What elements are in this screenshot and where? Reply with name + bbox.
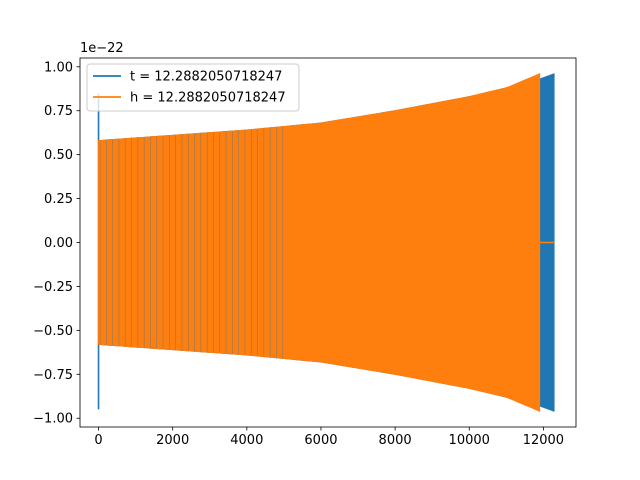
x-tick-label: 10000 <box>449 433 490 448</box>
legend-label-0: t = 12.2882050718247 <box>130 70 282 85</box>
x-tick-label: 2000 <box>156 433 189 448</box>
y-tick-label: −0.50 <box>33 324 73 339</box>
legend-box <box>86 63 300 112</box>
x-tick-label: 4000 <box>230 433 263 448</box>
series-1-band <box>98 73 541 412</box>
y-offset-label: 1e−22 <box>80 41 124 56</box>
x-tick-label: 6000 <box>304 433 337 448</box>
axes: 0 2000 4000 6000 8000 10000 12000 −1.00 −0.75 −0.… <box>33 57 577 448</box>
x-tick-label: 0 <box>94 433 102 448</box>
x-tick-label: 12000 <box>523 433 564 448</box>
y-tick-label: 0.75 <box>44 104 73 119</box>
y-tick-label: −0.25 <box>33 280 73 295</box>
legend: t = 12.2882050718247 h = 12.2882050718247 <box>86 63 300 112</box>
y-tick-label: −1.00 <box>33 412 73 427</box>
y-tick-label: −0.75 <box>33 368 73 383</box>
y-tick-label: 0.50 <box>44 148 73 163</box>
legend-label-1: h = 12.2882050718247 <box>130 91 286 106</box>
x-tick-label: 8000 <box>379 433 412 448</box>
plot-area <box>97 73 555 412</box>
y-tick-label: 0.25 <box>44 192 73 207</box>
y-tick-label: 1.00 <box>44 60 73 75</box>
y-tick-label: 0.00 <box>44 236 73 251</box>
series-1 <box>98 73 555 412</box>
